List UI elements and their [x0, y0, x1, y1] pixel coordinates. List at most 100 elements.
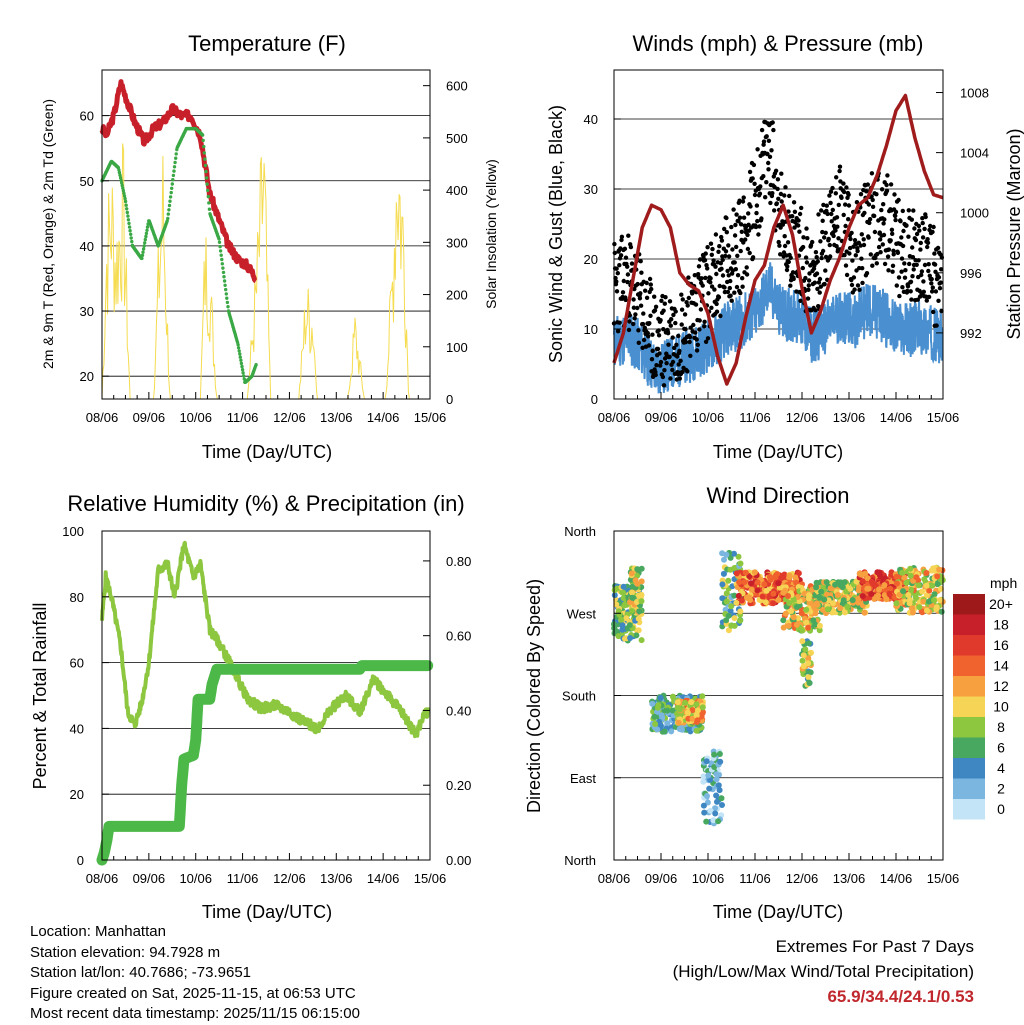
gust-point [618, 253, 624, 258]
dewpoint-point [202, 144, 206, 149]
gust-point [650, 332, 655, 337]
direction-point [934, 573, 941, 580]
gust-point [646, 334, 651, 339]
gust-point [614, 279, 619, 284]
gust-point [648, 282, 653, 287]
direction-point [651, 713, 658, 720]
gust-point [705, 245, 710, 250]
direction-point [849, 597, 856, 604]
gust-point [891, 252, 896, 257]
gust-point [827, 193, 832, 198]
gust-point [724, 230, 729, 235]
y-tick-label: 60 [70, 656, 84, 671]
gust-point [670, 359, 676, 365]
x-tick-label: 14/06 [880, 871, 913, 886]
gust-point [791, 276, 796, 282]
gust-point [649, 286, 654, 292]
colorbar-swatch [953, 717, 985, 738]
gust-point [828, 200, 833, 206]
direction-point [733, 599, 740, 606]
gust-point [617, 263, 622, 268]
gust-point [846, 192, 851, 197]
gust-point [818, 284, 823, 289]
direction-point [816, 622, 823, 629]
direction-point [731, 615, 738, 622]
direction-point [901, 574, 908, 581]
direction-point [905, 592, 912, 598]
colorbar-label: 18 [993, 617, 1009, 633]
direction-point [725, 627, 732, 634]
gust-point [697, 318, 702, 323]
direction-point [909, 609, 916, 616]
gust-point [682, 312, 688, 317]
gust-point [921, 289, 926, 294]
gust-point [709, 284, 715, 289]
direction-point [705, 772, 712, 779]
gust-point [803, 255, 809, 260]
y2-tick-label: 1004 [960, 146, 989, 161]
direction-point [725, 577, 732, 584]
gust-point [779, 199, 784, 204]
colorbar-swatch [953, 778, 985, 799]
gust-point [652, 308, 658, 313]
direction-point [810, 617, 817, 624]
dewpoint-point [171, 173, 176, 178]
gust-point [804, 260, 810, 265]
gust-point [785, 264, 790, 269]
direction-point [834, 591, 841, 598]
direction-point [654, 704, 661, 711]
dewpoint-point [239, 358, 243, 362]
direction-point [881, 582, 888, 589]
gust-point [702, 324, 707, 329]
gust-point [754, 203, 760, 208]
gust-point [757, 224, 762, 229]
gust-point [925, 244, 930, 250]
direction-point [883, 596, 890, 603]
direction-point [782, 587, 789, 594]
direction-point [786, 600, 793, 606]
gust-point [705, 336, 711, 341]
direction-point [615, 633, 622, 640]
rh-frame [101, 530, 431, 861]
gust-point [764, 180, 769, 185]
gust-point [770, 191, 775, 196]
dewpoint-point [240, 368, 245, 372]
gust-point [848, 236, 853, 242]
gust-point [888, 182, 894, 187]
gust-point [822, 235, 827, 240]
gust-point [685, 303, 690, 308]
gust-point [797, 229, 802, 234]
gust-point [770, 120, 775, 125]
gust-point [622, 246, 628, 251]
direction-point [747, 597, 754, 603]
gust-point [627, 313, 632, 318]
dewpoint-point [200, 133, 205, 137]
gust-point [804, 226, 809, 231]
direction-point [723, 590, 730, 597]
gust-point [911, 267, 916, 272]
gust-point [859, 256, 864, 261]
gust-point [766, 167, 771, 172]
station-latlon: Station lat/lon: 40.7686; -73.9651 [30, 964, 252, 981]
direction-point [868, 591, 875, 597]
direction-point [813, 584, 820, 591]
y-tick-label: 30 [584, 182, 598, 197]
temp-title: Temperature (F) [188, 31, 346, 56]
direction-point [628, 570, 635, 577]
gust-point [936, 275, 942, 280]
gust-point [741, 195, 746, 200]
x-tick-label: 13/06 [320, 871, 353, 886]
gust-point [827, 242, 832, 248]
gust-point [694, 348, 700, 353]
gust-point [876, 244, 882, 250]
gust-point [642, 325, 647, 330]
gust-point [663, 295, 668, 300]
gust-point [794, 289, 799, 294]
gust-point [647, 321, 652, 326]
dewpoint-point [206, 194, 210, 199]
station-elevation: Station elevation: 94.7928 m [30, 943, 221, 961]
gust-point [898, 219, 903, 224]
direction-point [915, 582, 922, 589]
gust-point [817, 276, 823, 282]
direction-point [723, 598, 730, 605]
